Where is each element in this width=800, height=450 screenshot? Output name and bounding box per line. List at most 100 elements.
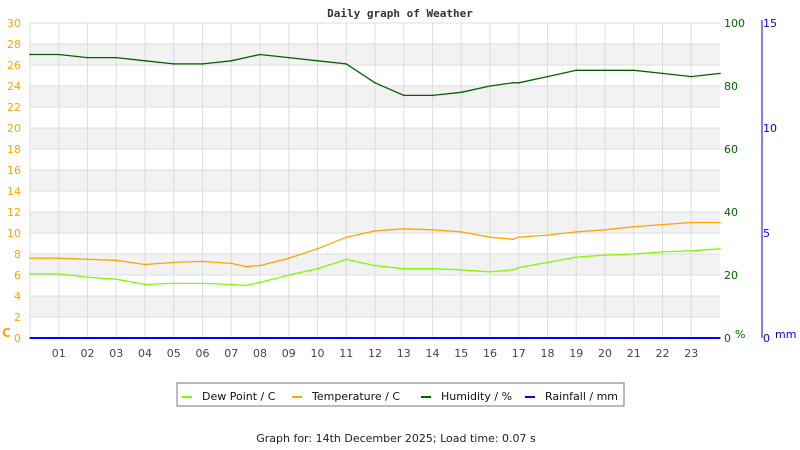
y-tick-left: 16	[7, 164, 21, 177]
y-tick-left: 12	[7, 206, 21, 219]
y-tick-humidity: 60	[724, 143, 738, 156]
data-point	[316, 60, 319, 62]
data-point	[431, 94, 434, 97]
legend-swatch	[292, 396, 302, 398]
data-point	[690, 75, 693, 78]
data-point	[632, 69, 635, 72]
data-point	[661, 223, 664, 226]
y-tick-left: 6	[14, 269, 21, 282]
y-tick-rainfall: 15	[763, 17, 777, 30]
data-point	[144, 337, 146, 339]
x-tick: 23	[684, 347, 698, 360]
data-point	[259, 53, 261, 56]
data-point	[201, 337, 204, 339]
data-point	[86, 337, 89, 339]
legend-label: Rainfall / mm	[545, 390, 618, 403]
data-point	[172, 63, 175, 65]
footer-text: Graph for: 14th December 2025; Load time…	[256, 432, 536, 445]
data-point	[460, 231, 463, 233]
data-point	[489, 236, 491, 238]
data-point	[287, 56, 290, 59]
data-point	[512, 238, 514, 241]
x-tick: 13	[397, 347, 411, 360]
x-tick: 15	[454, 347, 468, 360]
data-point	[489, 337, 491, 339]
legend-label: Temperature / C	[311, 390, 400, 403]
legend-label: Humidity / %	[441, 390, 512, 403]
legend-swatch	[421, 396, 431, 398]
data-point	[460, 91, 463, 94]
data-point	[287, 337, 290, 339]
data-point	[57, 53, 60, 56]
y-tick-left: 28	[7, 38, 21, 51]
y-tick-left: 22	[7, 101, 21, 114]
data-point	[29, 53, 31, 56]
x-tick: 19	[569, 347, 583, 360]
data-point	[29, 257, 31, 260]
data-point	[86, 258, 89, 261]
data-point	[632, 253, 635, 255]
y-tick-left: 0	[14, 332, 21, 345]
data-point	[719, 247, 721, 250]
y-tick-humidity: 20	[724, 269, 738, 282]
data-point	[172, 337, 175, 339]
data-point	[402, 228, 405, 230]
data-point	[575, 337, 578, 339]
data-point	[604, 69, 606, 72]
data-point	[374, 264, 376, 267]
x-tick: 08	[253, 347, 267, 360]
x-tick: 04	[138, 347, 152, 360]
data-point	[489, 271, 491, 273]
data-point	[144, 283, 146, 286]
data-point	[115, 278, 118, 281]
x-tick: 02	[81, 347, 95, 360]
data-point	[201, 260, 204, 263]
x-tick: 03	[109, 347, 123, 360]
data-point	[244, 265, 247, 268]
data-point	[244, 284, 247, 287]
data-point	[57, 337, 60, 339]
y-tick-left: 10	[7, 227, 21, 240]
data-point	[489, 85, 491, 87]
data-point	[230, 337, 233, 339]
x-tick: 22	[656, 347, 670, 360]
data-point	[144, 60, 146, 62]
legend: Dew Point / C Temperature / C Humidity / %…	[176, 382, 625, 407]
data-point	[604, 229, 606, 231]
data-point	[244, 337, 247, 339]
y-tick-left: 30	[7, 17, 21, 30]
data-point	[57, 273, 60, 275]
data-point	[230, 60, 233, 62]
y-tick-left: 2	[14, 311, 21, 324]
data-point	[632, 225, 635, 228]
data-point	[144, 263, 146, 266]
data-point	[172, 261, 175, 264]
x-tick: 21	[627, 347, 641, 360]
x-tick: 11	[339, 347, 353, 360]
data-point	[546, 337, 549, 339]
data-point	[230, 283, 233, 286]
legend-label: Dew Point / C	[202, 390, 276, 403]
data-point	[604, 337, 606, 339]
data-point	[546, 234, 549, 236]
data-point	[719, 337, 721, 339]
data-point	[402, 337, 405, 339]
data-point	[431, 337, 434, 339]
data-point	[661, 72, 664, 75]
x-tick: 20	[598, 347, 612, 360]
data-point	[259, 281, 261, 284]
x-tick: 07	[224, 347, 238, 360]
y-tick-left: 24	[7, 80, 21, 93]
x-tick: 14	[426, 347, 440, 360]
data-point	[460, 337, 463, 339]
data-point	[402, 267, 405, 270]
x-tick: 18	[541, 347, 555, 360]
y-tick-humidity: 40	[724, 206, 738, 219]
data-point	[402, 94, 405, 97]
y-axis-label-rainfall: mm	[775, 328, 796, 341]
data-point	[546, 75, 549, 78]
data-point	[345, 258, 348, 261]
y-tick-left: 4	[14, 290, 21, 303]
data-point	[230, 262, 233, 265]
